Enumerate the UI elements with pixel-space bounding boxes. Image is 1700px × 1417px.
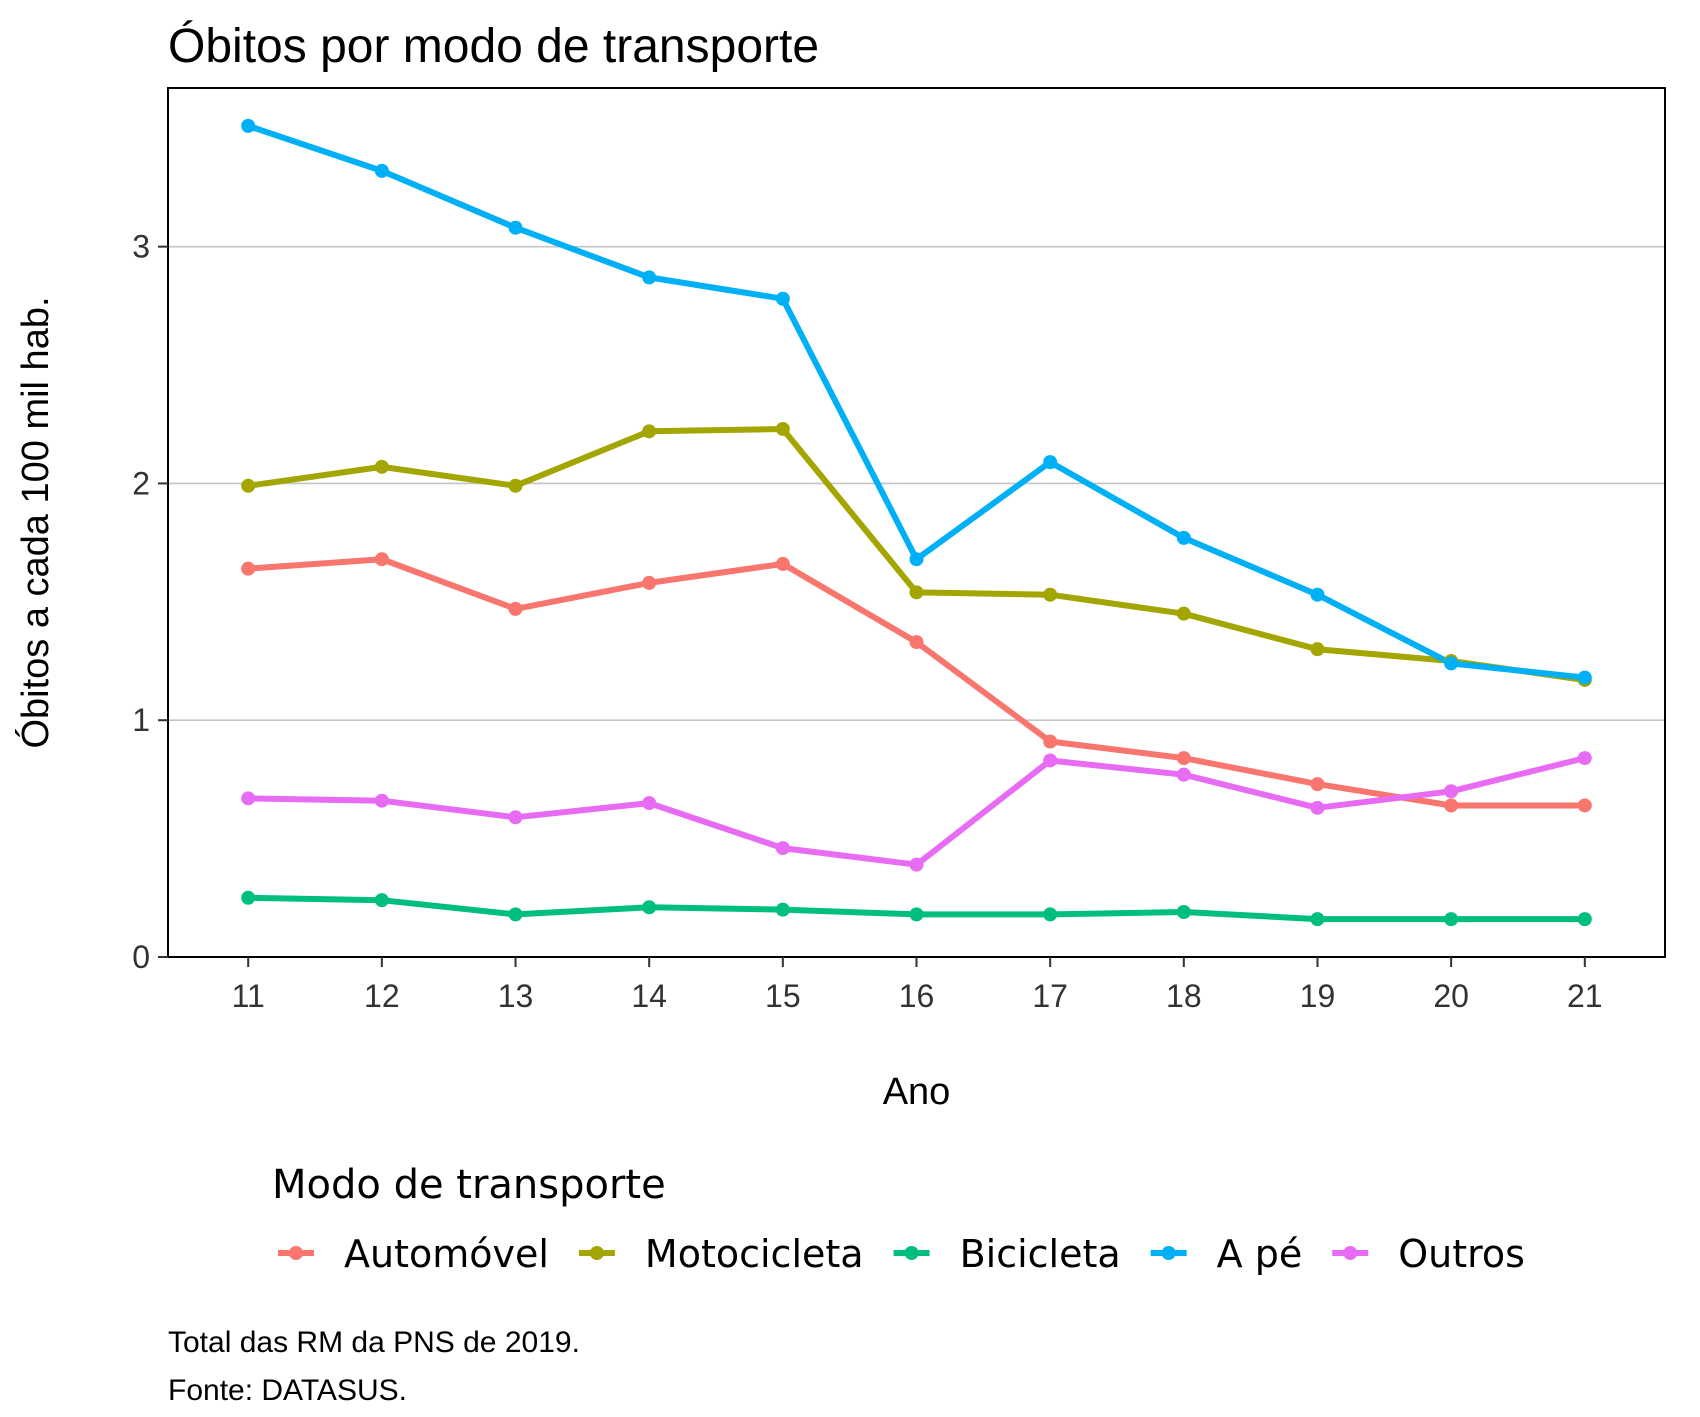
- legend-label-2: Bicicleta: [960, 1232, 1121, 1276]
- legend-item-3: A pé: [1150, 1232, 1303, 1276]
- data-point-0-5: [909, 635, 924, 650]
- data-point-0-2: [508, 601, 523, 616]
- data-point-3-3: [642, 270, 657, 285]
- y-tick-label-0: 0: [132, 939, 150, 975]
- data-point-3-9: [1444, 656, 1459, 671]
- data-point-4-7: [1176, 767, 1191, 782]
- data-point-4-2: [508, 810, 523, 825]
- data-point-1-1: [374, 459, 389, 474]
- data-point-2-7: [1176, 905, 1191, 920]
- data-point-0-8: [1310, 777, 1325, 792]
- x-tick-label-2: 13: [498, 978, 534, 1014]
- gridlines: [168, 245, 1665, 722]
- legend-label-1: Motocicleta: [645, 1232, 864, 1276]
- data-point-0-4: [775, 556, 790, 571]
- data-point-0-0: [241, 561, 256, 576]
- x-tick-label-1: 12: [364, 978, 400, 1014]
- y-tick-label-2: 2: [132, 465, 150, 501]
- data-point-2-2: [508, 907, 523, 922]
- legend-key-point-0: [289, 1246, 303, 1260]
- x-tick-label-8: 19: [1300, 978, 1336, 1014]
- legend-item-1: Motocicleta: [578, 1232, 864, 1276]
- data-point-1-6: [1043, 587, 1058, 602]
- data-point-1-5: [909, 585, 924, 600]
- x-tick-label-10: 21: [1567, 978, 1603, 1014]
- data-point-0-3: [642, 575, 657, 590]
- data-point-1-0: [241, 478, 256, 493]
- legend-item-2: Bicicleta: [893, 1232, 1121, 1276]
- x-tick-label-4: 15: [765, 978, 801, 1014]
- data-point-0-7: [1176, 751, 1191, 766]
- data-point-2-9: [1444, 912, 1459, 927]
- data-point-2-6: [1043, 907, 1058, 922]
- data-point-1-8: [1310, 642, 1325, 657]
- caption-source: Fonte: DATASUS.: [168, 1374, 407, 1407]
- data-point-0-6: [1043, 734, 1058, 749]
- x-tick-label-7: 18: [1166, 978, 1202, 1014]
- data-point-2-4: [775, 902, 790, 917]
- data-point-1-7: [1176, 606, 1191, 621]
- y-axis: 0 1 2 3: [132, 229, 168, 975]
- series-line-4: [245, 755, 1588, 868]
- data-point-0-9: [1444, 798, 1459, 813]
- data-point-2-5: [909, 907, 924, 922]
- legend: Automóvel Motocicleta Bicicleta A pé Outros: [278, 1232, 1525, 1276]
- data-point-4-3: [642, 796, 657, 811]
- x-tick-label-5: 16: [899, 978, 935, 1014]
- data-point-3-4: [775, 291, 790, 306]
- legend-item-0: Automóvel: [278, 1232, 549, 1276]
- legend-title: Modo de transporte: [272, 1162, 666, 1208]
- x-axis: 11 12 13 14 15 16 17 18 19 20 21: [232, 957, 1603, 1014]
- x-tick-label-9: 20: [1433, 978, 1469, 1014]
- data-point-3-1: [374, 163, 389, 178]
- data-point-3-6: [1043, 455, 1058, 470]
- data-point-0-10: [1577, 798, 1592, 813]
- data-point-4-5: [909, 857, 924, 872]
- data-point-3-2: [508, 220, 523, 235]
- legend-key-point-3: [1161, 1246, 1176, 1260]
- legend-item-4: Outros: [1332, 1232, 1525, 1276]
- data-point-4-10: [1577, 751, 1592, 766]
- y-axis-title: Óbitos a cada 100 mil hab.: [14, 296, 57, 748]
- data-point-2-8: [1310, 912, 1325, 927]
- data-point-2-10: [1577, 912, 1592, 927]
- data-point-4-1: [374, 793, 389, 808]
- data-point-2-1: [374, 893, 389, 908]
- data-point-3-5: [909, 552, 924, 567]
- legend-label-0: Automóvel: [344, 1232, 549, 1276]
- legend-key-point-4: [1343, 1246, 1358, 1260]
- x-tick-label-0: 11: [232, 978, 265, 1014]
- legend-label-3: A pé: [1217, 1232, 1303, 1276]
- data-point-1-2: [508, 478, 523, 493]
- data-point-3-10: [1577, 670, 1592, 685]
- data-point-0-1: [374, 552, 389, 567]
- data-point-2-0: [241, 890, 256, 905]
- caption-note: Total das RM da PNS de 2019.: [168, 1326, 580, 1359]
- data-point-4-4: [775, 841, 790, 856]
- series-lines: [245, 122, 1588, 923]
- data-point-4-9: [1444, 784, 1459, 799]
- data-point-4-0: [241, 791, 256, 806]
- data-point-3-0: [241, 118, 256, 133]
- series-points: [241, 118, 1592, 927]
- y-tick-label-3: 3: [132, 229, 150, 265]
- data-point-3-8: [1310, 587, 1325, 602]
- x-tick-label-3: 14: [631, 978, 667, 1014]
- legend-key-point-1: [589, 1246, 604, 1260]
- data-point-1-3: [642, 424, 657, 439]
- x-tick-label-6: 17: [1032, 978, 1068, 1014]
- data-point-1-4: [775, 421, 790, 436]
- y-tick-label-1: 1: [132, 702, 150, 738]
- chart-title: Óbitos por modo de transporte: [168, 19, 819, 73]
- legend-label-4: Outros: [1398, 1232, 1525, 1276]
- x-axis-title: Ano: [883, 1071, 951, 1113]
- data-point-4-6: [1043, 753, 1058, 768]
- data-point-4-8: [1310, 800, 1325, 815]
- data-point-3-7: [1176, 530, 1191, 545]
- plot-panel-border: [167, 87, 1666, 958]
- data-point-2-3: [642, 900, 657, 915]
- legend-key-point-2: [904, 1246, 919, 1260]
